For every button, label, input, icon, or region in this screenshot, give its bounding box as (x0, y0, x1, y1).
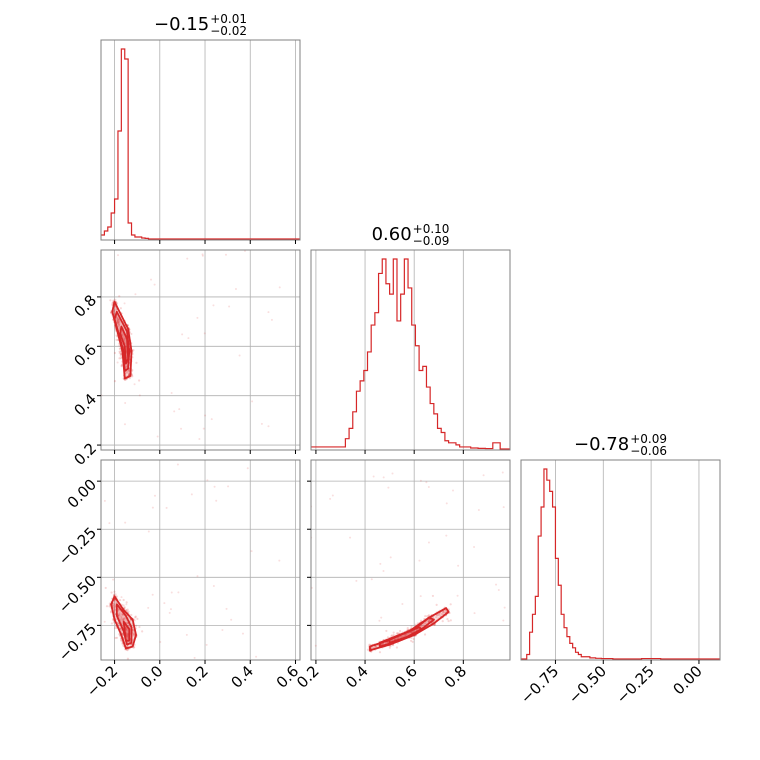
x-axis-p1-tick-label-2: 0.6 (391, 662, 421, 692)
y-axis-p2-tick-label-0: −0.75 (55, 620, 100, 665)
histogram-panel-p1 (310, 249, 511, 454)
x-axis-p2-tick-label-0: −0.75 (517, 662, 562, 707)
panel-background (311, 250, 510, 450)
y-axis-p2-tick-label-3: 0.00 (64, 475, 100, 511)
scatter-panel-p0-p2: −0.2 0.0 0.2 0.4 0.6−0.75−0.50−0.250.00 (55, 459, 302, 701)
y-axis-p1-tick-label-2: 0.6 (70, 341, 100, 371)
panel-background (311, 460, 510, 660)
contour-line-2 (115, 603, 133, 646)
title-lower-error: −0.06 (630, 444, 667, 458)
x-axis-p1-tick-label-3: 0.8 (441, 662, 471, 692)
panel-title-p0: −0.15 +0.01 −0.02 (154, 13, 247, 37)
title-lower-error: −0.09 (412, 234, 450, 248)
y-axis-p1-tick-label-0: 0.2 (70, 439, 100, 469)
x-axis-p0-tick-label-1: 0.0 (137, 662, 167, 692)
scatter-panel-p0-p1: 0.2 0.4 0.6 0.8 (70, 249, 301, 469)
x-axis-p1-tick-label-1: 0.4 (342, 662, 372, 692)
contour-line-3 (388, 626, 423, 644)
y-axis-p1-tick-label-3: 0.8 (70, 291, 100, 321)
panel-border (100, 459, 301, 661)
panel-border (310, 459, 511, 661)
histogram-step-p1 (311, 258, 510, 450)
panel-content (103, 463, 281, 660)
x-axis-p2-tick-label-2: −0.25 (613, 662, 658, 707)
title-value: −0.15 (154, 14, 210, 35)
contour-line-3 (122, 620, 131, 642)
y-axis-p2-tick-label-2: −0.25 (55, 524, 100, 569)
y-axis-p2-tick-label-1: −0.50 (55, 572, 100, 617)
panel-border (100, 249, 301, 451)
histogram-panel-p2: −0.75 −0.50 −0.25 0.00 (517, 459, 721, 707)
title-upper-error: +0.10 (412, 222, 450, 236)
title-value: −0.78 (574, 434, 630, 455)
panel-background (521, 460, 720, 660)
x-axis-p0-tick-label-2: 0.2 (182, 662, 212, 692)
density-fill-3 (389, 627, 422, 643)
panel-title-p2: −0.78 +0.09 −0.06 (574, 433, 667, 457)
panel-border (520, 459, 721, 661)
contour-line-3 (119, 325, 130, 365)
histogram-step-p0 (101, 48, 300, 240)
histogram-step-p2 (521, 468, 720, 660)
title-value: 0.60 (371, 224, 412, 245)
x-axis-p2-tick-label-1: −0.50 (565, 662, 610, 707)
scatter-panel-p1-p2: 0.2 0.4 0.6 0.8 (293, 459, 511, 692)
histogram-panel-p0 (100, 39, 301, 244)
title-upper-error: +0.01 (210, 12, 247, 26)
x-axis-p0-tick-label-3: 0.4 (227, 662, 257, 692)
title-lower-error: −0.02 (210, 24, 247, 38)
panel-border (100, 39, 301, 241)
x-axis-p0-tick-label-0: −0.2 (83, 662, 121, 700)
title-upper-error: +0.09 (630, 432, 667, 446)
panel-background (101, 250, 300, 450)
panel-title-p1: 0.60 +0.10 −0.09 (372, 223, 450, 247)
y-axis-p1-tick-label-1: 0.4 (70, 390, 100, 420)
x-axis-p2-tick-label-3: 0.00 (669, 662, 705, 698)
panel-content (101, 250, 281, 441)
panel-content (311, 471, 506, 654)
contour-line-2 (113, 310, 131, 372)
x-axis-p1-tick-label-0: 0.2 (293, 662, 323, 692)
panel-border (310, 249, 511, 451)
panel-background (101, 40, 300, 240)
contour-line-1 (110, 595, 137, 650)
